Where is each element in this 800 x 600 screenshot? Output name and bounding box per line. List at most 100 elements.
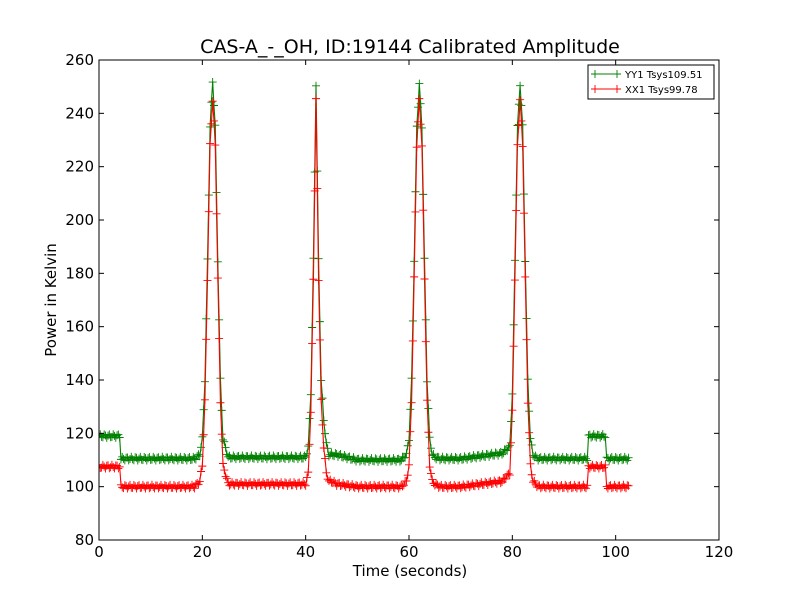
data-point-marker — [321, 454, 330, 463]
data-point-marker — [406, 405, 415, 414]
data-point-marker — [512, 206, 521, 215]
data-point-marker — [306, 408, 315, 417]
x-tick-label: 60 — [399, 543, 418, 561]
data-point-marker — [198, 462, 207, 471]
data-point-marker — [217, 406, 226, 415]
data-point-marker — [313, 184, 322, 193]
data-point-marker — [211, 121, 220, 130]
data-point-marker — [496, 479, 505, 488]
data-point-marker — [315, 335, 324, 344]
data-point-marker — [426, 469, 435, 478]
data-point-marker — [517, 101, 526, 110]
data-point-marker — [525, 428, 534, 437]
data-point-marker — [222, 474, 231, 483]
data-point-marker — [519, 209, 528, 218]
data-point-marker — [410, 272, 419, 281]
data-point-marker — [305, 440, 314, 449]
data-point-marker — [314, 276, 323, 285]
y-tick-label: 180 — [65, 264, 94, 282]
data-point-marker — [304, 468, 313, 477]
y-tick-label: 200 — [65, 211, 94, 229]
legend-label: XX1 Tsys99.78 — [625, 85, 698, 96]
data-point-marker — [425, 463, 434, 472]
data-point-marker — [415, 79, 424, 88]
data-point-marker — [523, 399, 532, 408]
data-point-marker — [423, 396, 432, 405]
data-point-marker — [407, 398, 416, 407]
data-point-marker — [518, 142, 527, 151]
data-point-marker — [221, 443, 230, 452]
data-point-marker — [317, 395, 326, 404]
data-point-marker — [501, 474, 510, 483]
data-point-marker — [305, 414, 314, 423]
data-point-marker — [508, 406, 517, 415]
data-point-marker — [513, 140, 522, 149]
data-point-marker — [191, 455, 200, 464]
data-point-marker — [402, 476, 411, 485]
data-point-marker — [425, 433, 434, 442]
data-point-marker — [517, 116, 526, 125]
data-point-marker — [301, 453, 310, 462]
y-tick-label: 140 — [65, 371, 94, 389]
data-point-marker — [213, 274, 222, 283]
data-point-marker — [401, 453, 410, 462]
data-point-marker — [200, 395, 209, 404]
data-point-marker — [194, 450, 203, 459]
data-point-marker — [411, 207, 420, 216]
x-tick-label: 120 — [705, 543, 734, 561]
data-point-marker — [309, 275, 318, 284]
plot-area — [99, 78, 633, 493]
data-point-marker — [318, 394, 327, 403]
data-point-marker — [312, 81, 320, 90]
data-point-marker — [208, 78, 217, 87]
data-point-marker — [114, 464, 123, 473]
legend-label: YY1 Tsys109.51 — [624, 70, 703, 81]
data-point-marker — [302, 473, 311, 482]
data-point-marker — [216, 398, 225, 407]
data-point-marker — [115, 433, 124, 442]
data-point-marker — [221, 472, 230, 481]
data-point-marker — [198, 432, 207, 441]
data-point-marker — [215, 334, 224, 343]
data-point-marker — [516, 81, 525, 90]
data-point-marker — [416, 99, 425, 108]
data-point-marker — [420, 275, 429, 284]
data-point-marker — [526, 459, 535, 468]
data-point-marker — [403, 471, 412, 480]
data-point-marker — [530, 476, 539, 485]
data-point-marker — [624, 481, 633, 490]
data-point-marker — [399, 481, 408, 490]
data-point-marker — [300, 480, 309, 489]
data-point-marker — [424, 404, 433, 413]
data-point-marker — [412, 122, 421, 131]
data-point-marker — [408, 336, 417, 345]
legend-entry-1: XX1 Tsys99.78 — [591, 85, 698, 96]
data-point-marker — [509, 342, 518, 351]
data-point-marker — [527, 470, 536, 479]
legend-entry-0: YY1 Tsys109.51 — [591, 70, 703, 81]
data-point-marker — [419, 206, 428, 215]
data-point-marker — [190, 484, 199, 493]
data-point-marker — [600, 432, 609, 441]
data-point-marker — [209, 116, 218, 125]
data-point-marker — [417, 141, 426, 150]
data-point-marker — [432, 479, 441, 488]
data-point-marker — [426, 444, 435, 453]
data-point-marker — [503, 446, 512, 455]
data-point-marker — [398, 482, 407, 491]
data-point-marker — [521, 272, 530, 281]
y-tick-label: 260 — [65, 51, 94, 69]
data-point-marker — [318, 420, 327, 429]
legend-marker — [591, 70, 599, 78]
data-point-marker — [319, 443, 328, 452]
data-point-marker — [212, 209, 221, 218]
data-point-marker — [498, 450, 506, 459]
axes: 0 20 40 60 80 100 120 80 100 120 140 160 180 200 220 24… — [65, 51, 733, 561]
y-tick-label: 160 — [65, 318, 94, 336]
data-point-marker — [416, 120, 425, 129]
chart-title: CAS-A_-_OH, ID:19144 Calibrated Amplitud… — [200, 36, 620, 58]
data-point-marker — [525, 407, 534, 416]
y-tick-label: 120 — [65, 424, 94, 442]
